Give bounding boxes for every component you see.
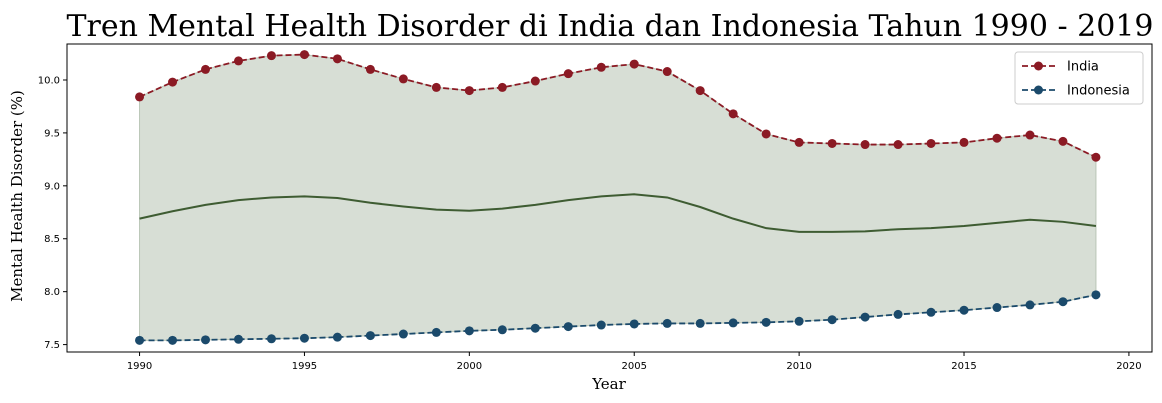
point-india-1991 bbox=[168, 77, 178, 87]
y-tick-label-10: 10.0 bbox=[38, 75, 60, 86]
point-indonesia-1993 bbox=[233, 334, 243, 344]
point-indonesia-2016 bbox=[992, 303, 1002, 313]
point-indonesia-2012 bbox=[860, 312, 870, 322]
point-india-2002 bbox=[530, 76, 540, 86]
point-indonesia-1997 bbox=[365, 331, 375, 341]
point-india-1994 bbox=[266, 51, 276, 61]
point-indonesia-2002 bbox=[530, 323, 540, 333]
point-india-1992 bbox=[201, 64, 211, 74]
x-tick-label-2020: 2020 bbox=[1116, 361, 1141, 372]
legend-label-indonesia: Indonesia bbox=[1067, 84, 1130, 99]
point-india-2000 bbox=[464, 86, 474, 96]
point-indonesia-2006 bbox=[662, 318, 672, 328]
point-indonesia-1992 bbox=[201, 335, 211, 345]
point-india-2013 bbox=[893, 140, 903, 150]
legend-swatch-marker-indonesia bbox=[1034, 85, 1043, 95]
point-india-2012 bbox=[860, 140, 870, 150]
point-indonesia-2015 bbox=[959, 305, 969, 315]
point-indonesia-2011 bbox=[827, 315, 837, 325]
point-india-2009 bbox=[761, 129, 771, 139]
legend-label-india: India bbox=[1067, 60, 1099, 75]
legend-swatch-marker-india bbox=[1034, 61, 1043, 71]
point-india-1999 bbox=[431, 82, 441, 92]
point-india-2001 bbox=[497, 82, 507, 92]
point-india-2008 bbox=[728, 109, 738, 119]
point-indonesia-2005 bbox=[629, 319, 639, 329]
chart-title: Tren Mental Health Disorder di India dan… bbox=[67, 9, 1154, 44]
point-indonesia-2018 bbox=[1058, 297, 1068, 307]
legend: India Indonesia bbox=[1014, 51, 1144, 105]
point-india-2003 bbox=[563, 69, 573, 79]
x-tick-label-2015: 2015 bbox=[951, 361, 976, 372]
x-tick-label-1990: 1990 bbox=[127, 361, 152, 372]
y-tick-label-8: 8.0 bbox=[44, 287, 60, 298]
point-india-2011 bbox=[827, 138, 837, 148]
point-india-2004 bbox=[596, 62, 606, 72]
point-india-2015 bbox=[959, 137, 969, 147]
point-india-1995 bbox=[299, 50, 309, 60]
point-indonesia-1990 bbox=[135, 335, 145, 345]
y-tick-label-8.5: 8.5 bbox=[44, 234, 60, 245]
point-india-2018 bbox=[1058, 136, 1068, 146]
point-india-2006 bbox=[662, 67, 672, 77]
x-axis-label: Year bbox=[591, 375, 626, 393]
point-indonesia-2008 bbox=[728, 318, 738, 328]
y-tick-label-7.5: 7.5 bbox=[44, 340, 60, 351]
x-tick-label-2005: 2005 bbox=[622, 361, 647, 372]
mean-line bbox=[139, 193, 1097, 233]
x-tick-label-1995: 1995 bbox=[292, 361, 317, 372]
point-india-2017 bbox=[1025, 130, 1035, 140]
point-indonesia-2019 bbox=[1091, 290, 1101, 300]
point-indonesia-2004 bbox=[596, 320, 606, 330]
point-indonesia-2017 bbox=[1025, 300, 1035, 310]
point-indonesia-2001 bbox=[497, 325, 507, 335]
y-tick-label-9.5: 9.5 bbox=[44, 128, 60, 139]
point-indonesia-1996 bbox=[332, 332, 342, 342]
axes: 1990 1995 2000 2005 2010 2015 2020 7.5 8.0 8.5 9.0… bbox=[38, 43, 1153, 372]
point-indonesia-2010 bbox=[794, 316, 804, 326]
series-line-indonesia bbox=[139, 293, 1097, 342]
point-india-1996 bbox=[332, 54, 342, 64]
point-indonesia-1995 bbox=[299, 333, 309, 343]
point-india-1997 bbox=[365, 64, 375, 74]
point-india-2010 bbox=[794, 137, 804, 147]
point-indonesia-1998 bbox=[398, 329, 408, 339]
point-india-2007 bbox=[695, 86, 705, 96]
point-india-1990 bbox=[135, 92, 145, 102]
point-indonesia-2007 bbox=[695, 318, 705, 328]
point-indonesia-2014 bbox=[926, 307, 936, 317]
point-india-1998 bbox=[398, 74, 408, 84]
point-indonesia-1991 bbox=[168, 335, 178, 345]
point-indonesia-2003 bbox=[563, 322, 573, 332]
point-indonesia-2009 bbox=[761, 317, 771, 327]
point-indonesia-1994 bbox=[266, 334, 276, 344]
point-indonesia-2013 bbox=[893, 309, 903, 319]
point-indonesia-1999 bbox=[431, 327, 441, 337]
x-tick-label-2010: 2010 bbox=[786, 361, 811, 372]
point-india-2005 bbox=[629, 59, 639, 69]
x-tick-label-2000: 2000 bbox=[457, 361, 482, 372]
y-axis-label: Mental Health Disorder (%) bbox=[8, 90, 26, 302]
point-india-2016 bbox=[992, 133, 1002, 143]
y-tick-label-9: 9.0 bbox=[44, 181, 60, 192]
point-india-2014 bbox=[926, 138, 936, 148]
series-line-india bbox=[139, 53, 1097, 159]
point-india-1993 bbox=[233, 56, 243, 66]
plot-frame bbox=[66, 43, 1153, 353]
point-indonesia-2000 bbox=[464, 326, 474, 336]
legend-box bbox=[1014, 51, 1144, 105]
point-india-2019 bbox=[1091, 152, 1101, 162]
plot-area bbox=[135, 50, 1101, 345]
